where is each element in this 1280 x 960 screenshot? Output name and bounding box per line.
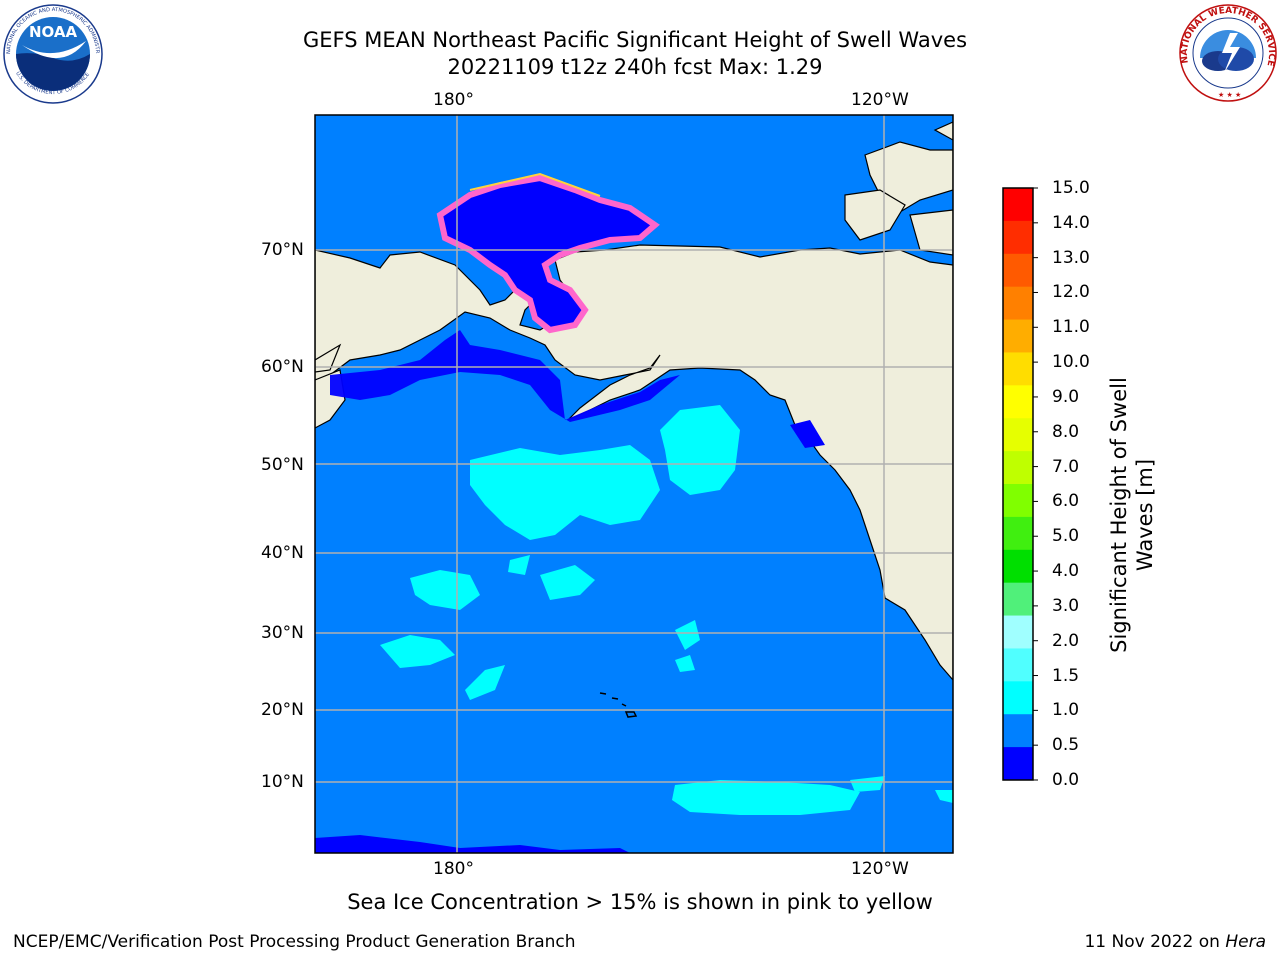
colorbar-segment: [1003, 681, 1033, 715]
colorbar-tick-label: 4.0: [1052, 561, 1080, 582]
colorbar-tick-label: 9.0: [1052, 386, 1080, 407]
colorbar-tick-label: 11.0: [1052, 317, 1090, 338]
colorbar-segment: [1003, 286, 1033, 321]
colorbar-tick-label: 0.0: [1052, 770, 1080, 790]
colorbar-segment: [1003, 549, 1033, 584]
lon-label-top-180: 180°: [433, 90, 474, 110]
footer-left: NCEP/EMC/Verification Post Processing Pr…: [13, 932, 576, 952]
colorbar-segment: [1003, 516, 1033, 551]
lat-label-70n: 70°N: [261, 240, 304, 260]
colorbar-segment: [1003, 418, 1033, 452]
colorbar-segment: [1003, 352, 1033, 386]
colorbar-label-line1: Significant Height of Swell: [1107, 377, 1131, 653]
lon-label-top-120w: 120°W: [851, 90, 909, 110]
colorbar-segment: [1003, 747, 1033, 781]
map-title: GEFS MEAN Northeast Pacific Significant …: [302, 28, 968, 52]
hawaii-islands: [599, 692, 638, 718]
colorbar-tick-label: 13.0: [1052, 247, 1090, 268]
colorbar-segment: [1003, 253, 1033, 288]
map-frame: [314, 114, 954, 854]
colorbar-segment: [1003, 648, 1033, 682]
colorbar-tick-label: 0.5: [1052, 735, 1080, 756]
colorbar-tick-label: 12.0: [1052, 282, 1090, 303]
map-gridlines: [315, 115, 953, 853]
colorbar-segment: [1003, 714, 1033, 748]
colorbar-tick-label: 6.0: [1052, 491, 1080, 512]
footer-date: 11 Nov 2022 on: [1084, 932, 1226, 952]
nws-logo: NATIONAL WEATHER SERVICE ★ ★ ★: [1179, 4, 1277, 102]
lon-label-bottom-180: 180°: [433, 859, 474, 879]
colorbar-segment: [1003, 582, 1033, 617]
colorbar-segment: [1003, 484, 1033, 518]
noaa-logo-text: NOAA: [29, 23, 78, 41]
colorbar-tick-label: 10.0: [1052, 352, 1090, 373]
lat-label-50n: 50°N: [261, 455, 304, 475]
sea-ice-note: Sea Ice Concentration > 15% is shown in …: [347, 890, 933, 914]
colorbar-segment: [1003, 220, 1033, 255]
colorbar-segment: [1003, 385, 1033, 419]
colorbar-segment: [1003, 188, 1033, 222]
colorbar-tick-label: 14.0: [1052, 212, 1090, 233]
colorbar-tick-label: 7.0: [1052, 456, 1080, 477]
lat-label-30n: 30°N: [261, 623, 304, 643]
lon-label-bottom-120w: 120°W: [851, 859, 909, 879]
colorbar-tick-label: 1.0: [1052, 700, 1080, 721]
footer-machine: Hera: [1225, 932, 1266, 952]
colorbar: [1002, 187, 1038, 781]
colorbar-tick-label: 1.5: [1052, 665, 1080, 686]
colorbar-tick-label: 5.0: [1052, 526, 1080, 547]
map-subtitle: 20221109 t12z 240h fcst Max: 1.29: [447, 55, 823, 79]
footer-right: 11 Nov 2022 on Hera: [1084, 932, 1266, 952]
colorbar-segment: [1003, 615, 1033, 649]
colorbar-segment: [1003, 451, 1033, 485]
colorbar-tick-label: 3.0: [1052, 595, 1080, 616]
lat-label-20n: 20°N: [261, 700, 304, 720]
colorbar-tick-label: 15.0: [1052, 178, 1090, 198]
land-area: [315, 244, 953, 681]
colorbar-label-line2: Waves [m]: [1133, 458, 1157, 572]
colorbar-ticks: 15.0 14.0 13.0 12.0 11.0 10.0 9.0 8.0 7.0 6.0 5.0 4…: [1052, 0, 1112, 960]
lat-label-60n: 60°N: [261, 357, 304, 377]
colorbar-tick-label: 2.0: [1052, 630, 1080, 651]
colorbar-segment: [1003, 319, 1033, 353]
lat-label-40n: 40°N: [261, 543, 304, 563]
colorbar-tick-label: 8.0: [1052, 421, 1080, 442]
noaa-logo: NOAA NATIONAL OCEANIC AND ATMOSPHERIC AD…: [2, 3, 103, 104]
lat-label-10n: 10°N: [261, 772, 304, 792]
svg-text:★ ★ ★: ★ ★ ★: [1218, 91, 1241, 99]
colorbar-label: Significant Height of Swell Waves [m]: [1106, 377, 1166, 653]
